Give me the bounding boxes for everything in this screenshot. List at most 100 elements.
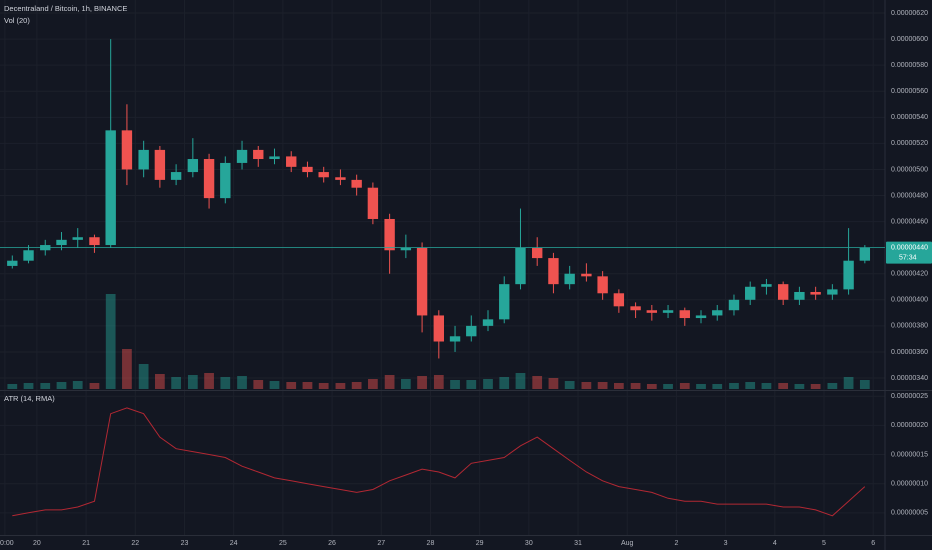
y-tick-label: 0.00000480 [891, 192, 928, 199]
y-tick-label: 0.00000600 [891, 36, 928, 43]
candle-body [581, 273, 592, 277]
candle-body [712, 310, 723, 316]
volume-bar [630, 383, 641, 389]
x-tick-label: 5 [822, 540, 826, 547]
y-tick-label: 0.00000560 [891, 88, 928, 95]
y-tick-label: 0.00000520 [891, 140, 928, 147]
candle-body [745, 286, 756, 300]
volume-bar [40, 383, 51, 389]
volume-bar [581, 382, 592, 389]
volume-bar [646, 384, 657, 389]
atr-label: ATR (14, RMA) [4, 394, 55, 403]
candle-body [302, 166, 313, 173]
y-tick-label: 0.00000540 [891, 114, 928, 121]
candle-body [499, 284, 510, 320]
candle-body [662, 310, 674, 313]
y-tick-label: 0.00000400 [891, 297, 928, 304]
x-tick-label: 3 [724, 540, 728, 547]
volume-bar [204, 373, 214, 389]
x-tick-label: 29 [476, 540, 484, 547]
candle-body [286, 156, 297, 167]
volume-bar [613, 383, 624, 389]
candle-body [203, 159, 215, 199]
countdown: 57:34 [899, 255, 917, 262]
y2-tick-label: 0.00000025 [891, 393, 928, 400]
candle-body [679, 310, 690, 319]
candle-body [351, 179, 362, 188]
candle-body [56, 239, 67, 246]
candle-body [89, 237, 100, 246]
candle-body [613, 293, 625, 307]
volume-bar [827, 383, 838, 389]
x-tick-label: 28 [427, 540, 435, 547]
candle-body [384, 218, 395, 251]
candle-body [416, 247, 428, 316]
volume-bar [318, 383, 329, 389]
candle-body [843, 260, 854, 290]
candle-body [23, 250, 34, 261]
y-tick-label: 0.00000340 [891, 375, 928, 382]
volume-bar [253, 380, 264, 389]
volume-bar [269, 381, 280, 389]
candle-body [72, 237, 83, 240]
volume-bar [351, 382, 362, 389]
volume-bar [384, 375, 395, 389]
volume-bar [810, 384, 821, 389]
x-tick-label: Aug [621, 540, 634, 547]
volume-bar [597, 382, 608, 389]
y-tick-label: 0.00000360 [891, 349, 928, 356]
candle-body [335, 177, 346, 180]
candle-body [548, 258, 559, 285]
candle-body [728, 299, 740, 311]
candle-body [318, 172, 329, 178]
y-tick-label: 0.00000620 [891, 10, 928, 17]
volume-bar [696, 384, 706, 389]
candle-body [105, 130, 116, 246]
y-tick-label: 0.00000580 [891, 62, 928, 69]
volume-bar [729, 383, 739, 389]
volume-bar [72, 381, 83, 389]
volume-bar [663, 384, 673, 389]
candle-body [236, 149, 248, 163]
volume-bar [368, 379, 378, 389]
candle-body [187, 159, 199, 173]
y-tick-label: 0.00000380 [891, 323, 928, 330]
volume-bar [564, 381, 575, 389]
candle-body [449, 336, 461, 342]
candle-body [253, 149, 264, 160]
candle-body [532, 247, 543, 259]
candle-body [7, 260, 18, 266]
x-tick-label: 26 [328, 540, 336, 547]
volume-bar [843, 377, 854, 389]
candle-body [433, 315, 445, 342]
x-tick-label: 24 [230, 540, 238, 547]
volume-bar [794, 384, 805, 389]
volume-bar [778, 383, 789, 389]
x-tick-label: 25 [279, 540, 287, 547]
y-tick-label: 0.00000420 [891, 271, 928, 278]
candle-body [859, 247, 871, 261]
candle-body [827, 289, 838, 295]
x-tick-label: 4 [773, 540, 777, 547]
candle-body [695, 315, 707, 319]
candle-body [400, 247, 412, 251]
volume-bar [761, 383, 772, 389]
volume-bar [679, 383, 690, 389]
y2-tick-label: 0.00000015 [891, 451, 928, 458]
candle-body [220, 162, 231, 199]
x-tick-label: 6 [871, 540, 875, 547]
candle-body [777, 284, 789, 300]
candle-body [170, 172, 182, 180]
y2-tick-label: 0.00000005 [891, 510, 928, 517]
y2-tick-label: 0.00000010 [891, 481, 928, 488]
y-tick-label: 0.00000460 [891, 218, 928, 225]
candle-body [630, 306, 641, 311]
last-price-badge [886, 241, 932, 264]
volume-bar [7, 384, 18, 389]
candle-body [154, 149, 166, 180]
volume-bar [499, 377, 510, 389]
volume-bar [466, 380, 477, 389]
x-tick-label: 31 [574, 540, 582, 547]
candle-body [515, 247, 526, 285]
